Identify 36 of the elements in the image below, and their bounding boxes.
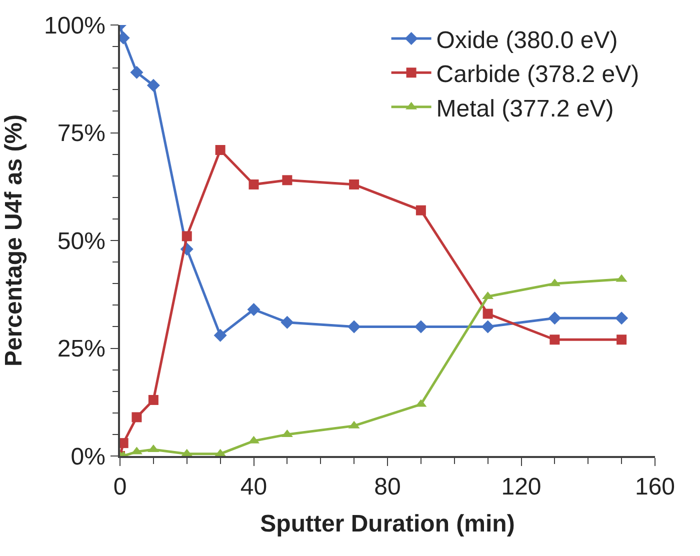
point [481, 320, 494, 334]
point [148, 394, 158, 405]
y-tick-label: 50% [57, 228, 106, 255]
point [132, 412, 142, 422]
legend-label: Carbide (378.2 eV) [436, 61, 640, 88]
y-tick-label: 25% [57, 336, 106, 363]
x-tick-label: 0 [113, 474, 127, 501]
point [482, 308, 493, 319]
y-axis-title: Percentage U4f as (%) [0, 114, 28, 367]
point [615, 312, 628, 325]
point [146, 78, 160, 92]
y-tick-label: 0% [70, 443, 106, 470]
point [548, 312, 562, 325]
x-tick-label: 80 [374, 474, 401, 501]
x-tick-label: 160 [634, 474, 676, 501]
point [282, 175, 292, 186]
point [130, 66, 144, 79]
point [616, 334, 627, 345]
point [550, 334, 560, 345]
point [416, 205, 426, 216]
point [182, 231, 192, 242]
point [247, 302, 260, 316]
point [414, 320, 428, 334]
point [280, 316, 294, 329]
legend-label: Metal (377.2 eV) [436, 95, 614, 122]
legend-label: Oxide (380.0 eV) [436, 26, 618, 54]
point [215, 144, 226, 155]
point [248, 179, 259, 190]
y-tick-label: 100% [44, 12, 106, 40]
x-tick-label: 120 [501, 474, 542, 501]
point [348, 320, 361, 334]
point [349, 179, 360, 190]
x-tick-label: 40 [240, 474, 268, 501]
point [214, 328, 227, 342]
x-axis-title: Sputter Duration (min) [260, 510, 515, 538]
y-tick-label: 75% [57, 120, 106, 148]
